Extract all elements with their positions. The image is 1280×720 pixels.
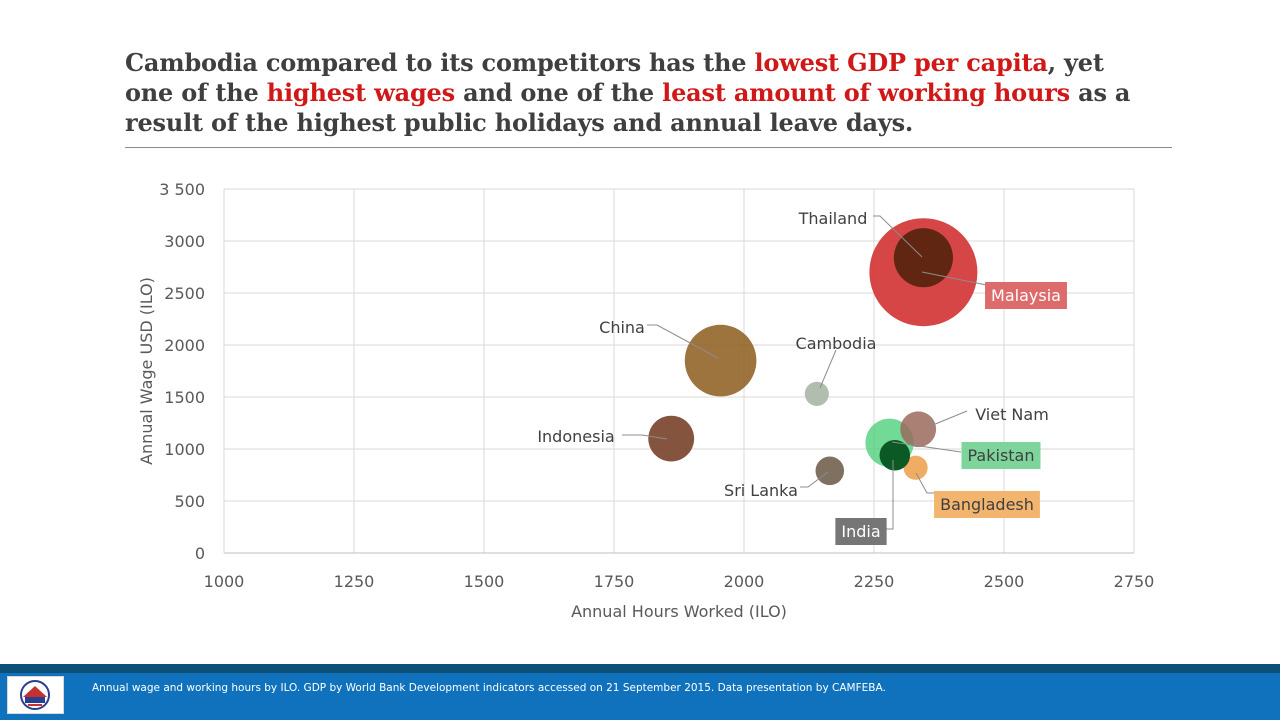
callout-china: China — [599, 318, 719, 359]
callout-cambodia: Cambodia — [796, 334, 877, 389]
bubble-indonesia[interactable]: Indonesia — [648, 415, 695, 462]
bubble-cambodia[interactable]: Cambodia — [804, 381, 829, 406]
headline-text: and one of the — [454, 78, 663, 107]
bubble-thailand[interactable]: Thailand — [893, 228, 953, 288]
leader-line — [886, 460, 894, 530]
y-tick-label: 3000 — [164, 232, 205, 251]
data-label-background — [985, 282, 1067, 309]
y-tick-label: 0 — [195, 544, 205, 563]
y-axis-title: Annual Wage USD (ILO) — [137, 277, 156, 465]
bubble-sri-lanka[interactable]: Sri Lanka — [815, 456, 845, 486]
x-tick-label: 1000 — [204, 572, 245, 591]
chart-tick-labels: 1000 1250 1500 1750 2000 2250 2500 2750 0 500 1000… — [159, 180, 1154, 591]
x-axis-title: Annual Hours Worked (ILO) — [571, 602, 787, 621]
bubble-china[interactable]: China — [684, 324, 757, 397]
leader-line — [800, 471, 829, 488]
headline-text: result of the highest public holidays an… — [125, 108, 914, 137]
callout-viet-nam: Viet Nam — [927, 405, 1049, 428]
y-tick-label: 1000 — [164, 440, 205, 459]
callout-indonesia: Indonesia — [537, 427, 668, 446]
callout-malaysia: Malaysia — [921, 271, 1067, 309]
headline-text: as a — [1069, 78, 1131, 107]
y-tick-label: 2000 — [164, 336, 205, 355]
callout-pakistan: Pakistan — [891, 441, 1041, 469]
bubble-chart: Malaysia China Thailand Pakistan Indonesia Vi… — [137, 180, 1154, 621]
y-tick-label: 2500 — [164, 284, 205, 303]
leader-line — [915, 472, 935, 494]
leader-line — [622, 434, 668, 440]
x-tick-label: 1750 — [594, 572, 635, 591]
y-tick-label: 1500 — [164, 388, 205, 407]
data-label-thailand: Thailand — [798, 209, 868, 228]
data-label-indonesia: Indonesia — [537, 427, 614, 446]
data-label-china: China — [599, 318, 645, 337]
source-note: Annual wage and working hours by ILO. GD… — [92, 682, 886, 694]
chart-callouts: Malaysia China Thailand Pakistan Indonesia Vi… — [537, 209, 1067, 545]
data-label-pakistan: Pakistan — [968, 446, 1035, 465]
y-tick-label: 500 — [174, 492, 205, 511]
footer-band-dark — [0, 664, 1280, 673]
y-tick-label: 3 500 — [159, 180, 205, 199]
callout-sri-lanka: Sri Lanka — [724, 471, 829, 500]
headline-highlight-wages: highest wages — [266, 78, 455, 107]
data-label-background — [934, 491, 1040, 518]
headline-highlight-gdp: lowest GDP per capita — [754, 48, 1048, 77]
data-label-sri-lanka: Sri Lanka — [724, 481, 798, 500]
callout-india: India — [835, 460, 894, 545]
x-tick-label: 1250 — [334, 572, 375, 591]
leader-line — [891, 441, 962, 453]
data-label-bangladesh: Bangladesh — [940, 495, 1034, 514]
headline-text: one of the — [125, 78, 267, 107]
callout-bangladesh: Bangladesh — [915, 472, 1040, 518]
headline-text: , yet — [1047, 48, 1104, 77]
leader-line — [873, 215, 923, 258]
camfeba-logo — [7, 676, 64, 714]
bubble-india[interactable]: India — [879, 439, 911, 471]
slide-headline: Cambodia compared to its competitors has… — [125, 48, 1185, 138]
data-label-background — [961, 442, 1041, 469]
x-tick-label: 2500 — [984, 572, 1025, 591]
data-label-malaysia: Malaysia — [991, 286, 1061, 305]
headline-text: Cambodia compared to its competitors has… — [125, 48, 755, 77]
bubble-viet-nam[interactable]: Viet Nam — [900, 411, 937, 448]
x-tick-label: 1500 — [464, 572, 505, 591]
data-label-viet-nam: Viet Nam — [975, 405, 1049, 424]
headline-highlight-hours: least amount of working hours — [662, 78, 1070, 107]
bubble-bangladesh[interactable]: Bangladesh — [903, 455, 928, 480]
leader-line — [819, 349, 837, 389]
data-label-cambodia: Cambodia — [796, 334, 877, 353]
leader-line — [647, 324, 719, 359]
data-label-background — [835, 518, 887, 545]
callout-thailand: Thailand — [798, 209, 923, 258]
x-tick-label: 2250 — [854, 572, 895, 591]
x-tick-label: 2750 — [1114, 572, 1155, 591]
leader-line — [927, 410, 968, 428]
data-label-india: India — [841, 522, 880, 541]
title-divider — [125, 147, 1172, 148]
x-tick-label: 2000 — [724, 572, 765, 591]
footer-band — [0, 673, 1280, 720]
